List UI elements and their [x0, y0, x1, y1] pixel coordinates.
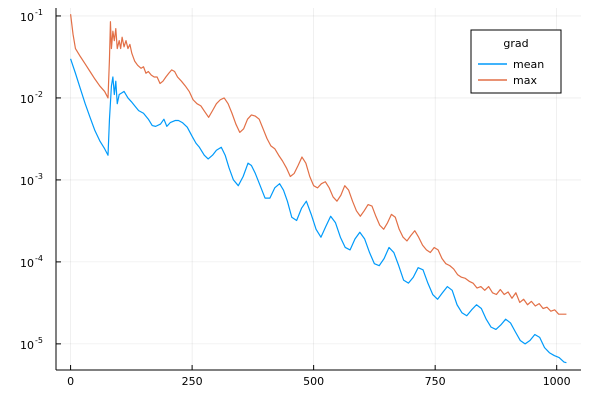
grid: [56, 8, 581, 370]
series-line-mean: [70, 58, 567, 364]
axes: [55, 8, 581, 371]
x-tick-label: 750: [425, 375, 446, 388]
x-tick-label: 1000: [543, 375, 571, 388]
legend-label-mean: mean: [513, 58, 544, 71]
y-tick-label: 10: [20, 11, 34, 24]
y-tick-label-exponent: -1: [35, 8, 43, 17]
y-tick-label-exponent: -4: [35, 254, 43, 263]
y-tick-label: 10: [20, 339, 34, 352]
series-line-max: [69, 14, 567, 315]
legend-title: grad: [503, 37, 528, 50]
y-tick-label: 10: [20, 93, 34, 106]
y-tick-label-exponent: -3: [35, 172, 43, 181]
x-tick-label: 0: [67, 375, 74, 388]
y-tick-label-exponent: -5: [35, 336, 43, 345]
series: [69, 14, 567, 364]
x-tick-label: 250: [182, 375, 203, 388]
y-tick-label: 10: [20, 175, 34, 188]
legend: grad mean max: [470, 29, 562, 94]
legend-box: [470, 29, 562, 94]
x-tick-label: 500: [303, 375, 324, 388]
y-tick-label-exponent: -2: [35, 90, 43, 99]
legend-label-max: max: [513, 74, 537, 87]
y-tick-label: 10: [20, 257, 34, 270]
